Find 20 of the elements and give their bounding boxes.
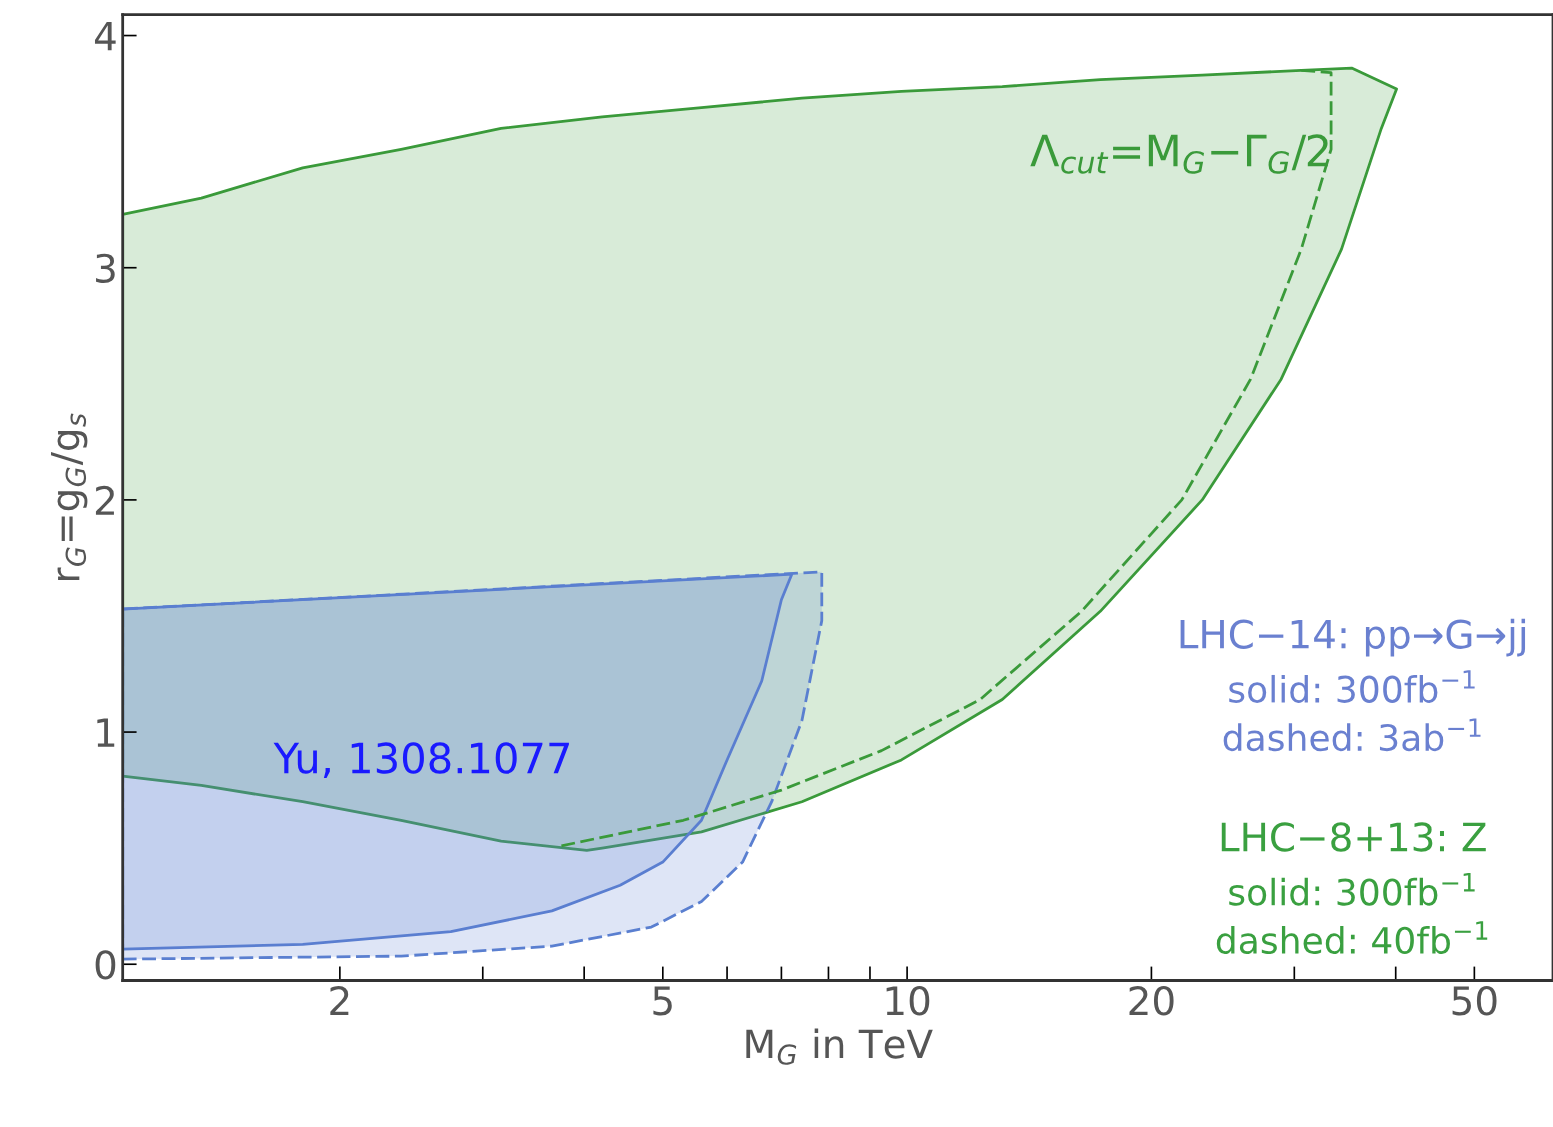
x-tick-label: 2: [330, 986, 349, 1015]
annotation: LHC−14: pp→G→jj: [1180, 618, 1526, 657]
annotation: dashed: 3ab$^{−1}$: [1223, 718, 1481, 752]
y-axis-title: r$_{G}$=g$_{G}$/g$_{s}$: [50, 413, 88, 580]
annotation: Yu, 1308.1077: [273, 742, 569, 779]
y-tick-label: 0: [95, 950, 116, 980]
y-tick-label: 4: [94, 21, 116, 51]
annotation: solid: 300fb$^{−1}$: [1229, 670, 1475, 703]
annotation: dashed: 40fb$^{−1}$: [1216, 921, 1488, 955]
x-tick-label: 50: [1452, 986, 1497, 1016]
y-tick-label: 1: [97, 718, 115, 747]
y-tick-label: 2: [95, 485, 114, 515]
x-tick-label: 10: [886, 986, 930, 1016]
x-tick-label: 20: [1129, 986, 1174, 1016]
y-tick-label: 3: [96, 253, 115, 284]
x-tick-label: 5: [653, 986, 672, 1016]
annotation: Λ$_{cut}$=M$_{G}$−Γ$_{G}$/2: [1030, 134, 1328, 174]
annotation: LHC−8+13: Z: [1221, 822, 1486, 852]
annotation: solid: 300fb$^{−1}$: [1229, 872, 1475, 906]
x-axis-title: M$_{G}$ in TeV: [746, 1028, 933, 1065]
